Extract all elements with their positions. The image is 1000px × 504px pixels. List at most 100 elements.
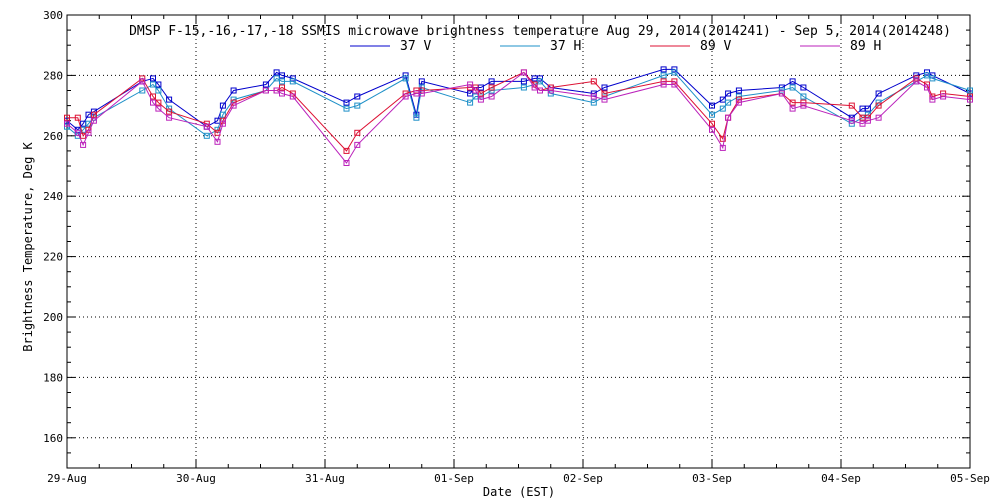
data-point-89-v: [660, 78, 667, 85]
data-point-89-h: [537, 87, 543, 94]
data-point-37-h: [203, 132, 210, 139]
data-point-37-v: [800, 84, 807, 91]
data-point-89-v: [150, 93, 156, 100]
data-point-89-h: [90, 117, 97, 124]
data-point-89-h: [875, 114, 882, 121]
data-point-89-v: [166, 108, 173, 115]
data-point-89-h: [477, 96, 484, 103]
data-point-89-h: [230, 102, 237, 109]
data-point-89-h: [725, 114, 732, 121]
data-point-89-h: [800, 102, 807, 109]
y-tick-label: 200: [43, 311, 63, 324]
data-point-89-v: [601, 90, 608, 97]
data-point-89-h: [848, 117, 855, 124]
data-point-37-h: [671, 69, 678, 76]
data-point-89-h: [967, 96, 973, 103]
data-point-37-v: [709, 102, 715, 109]
data-point-89-h: [472, 87, 479, 94]
data-point-89-h: [789, 105, 796, 112]
data-point-89-h: [929, 96, 936, 103]
data-point-37-v: [262, 81, 269, 88]
legend: 37 V 37 H 89 V 89 H: [350, 39, 881, 54]
x-tick-label: 29-Aug: [47, 472, 87, 485]
data-point-89-h: [488, 93, 495, 100]
series-37-h: [64, 69, 973, 139]
data-point-37-v: [864, 105, 871, 112]
data-point-37-v: [166, 96, 173, 103]
data-point-89-h: [214, 138, 221, 145]
data-point-37-h: [590, 99, 597, 106]
data-point-89-h: [166, 114, 173, 121]
data-point-89-h: [660, 81, 667, 88]
data-point-89-v: [343, 147, 350, 154]
legend-label-37-v: 37 V: [400, 39, 431, 54]
data-point-37-h: [343, 105, 350, 112]
legend-label-37-h: 37 H: [550, 39, 581, 54]
data-point-37-h: [735, 93, 742, 100]
data-point-89-h: [139, 78, 146, 85]
y-tick-label: 180: [43, 371, 63, 384]
data-point-89-h: [467, 81, 474, 88]
data-point-89-v: [875, 102, 882, 109]
y-axis-label: Brightness Temperature, Deg K: [21, 141, 35, 351]
x-axis-label: Date (EST): [483, 485, 555, 499]
data-point-37-h: [719, 105, 726, 112]
data-point-89-v: [488, 84, 495, 91]
y-tick-label: 260: [43, 130, 63, 143]
data-point-89-h: [203, 123, 210, 130]
axis-ticks: 160 180 200 220 240 260 280 300 29-Aug 30-Aug 31-A…: [43, 9, 990, 485]
data-point-89-v: [590, 78, 597, 85]
data-point-89-h: [219, 120, 226, 127]
data-point-37-v: [343, 99, 350, 106]
data-point-89-h: [864, 117, 871, 124]
data-point-37-v: [789, 78, 796, 85]
data-point-89-h: [150, 99, 156, 106]
series-line-89-v: [67, 71, 971, 152]
data-point-89-h: [418, 90, 425, 97]
data-point-37-h: [800, 93, 807, 100]
data-point-89-v: [354, 129, 361, 136]
data-point-37-h: [660, 72, 667, 79]
data-point-89-h: [709, 126, 715, 133]
data-point-37-h: [537, 78, 543, 85]
data-point-37-v: [735, 87, 742, 94]
series-89-h: [64, 69, 973, 166]
data-point-89-v: [719, 135, 726, 142]
y-tick-label: 220: [43, 251, 63, 264]
plot-frame: [66, 14, 971, 469]
y-tick-label: 160: [43, 432, 63, 445]
data-point-89-h: [289, 93, 296, 100]
data-point-89-h: [343, 160, 350, 166]
series-line-37-v: [66, 68, 971, 131]
data-point-89-h: [64, 120, 70, 127]
chart-title: DMSP F-15,-16,-17,-18 SSMIS microwave br…: [129, 24, 951, 39]
data-point-89-h: [735, 99, 742, 106]
x-tick-label: 04-Sep: [821, 472, 861, 485]
data-point-37-h: [520, 84, 527, 91]
data-point-37-h: [402, 75, 409, 82]
x-tick-label: 05-Sep: [950, 472, 990, 485]
x-tick-label: 02-Sep: [563, 472, 603, 485]
data-point-89-h: [520, 69, 527, 76]
data-point-89-h: [590, 93, 597, 100]
data-point-89-h: [601, 96, 608, 103]
x-tick-label: 30-Aug: [176, 472, 216, 485]
data-point-37-v: [725, 90, 732, 97]
series-group: [64, 66, 973, 166]
series-line-89-h: [66, 71, 971, 164]
data-point-37-v: [488, 78, 495, 85]
data-point-37-v: [354, 93, 361, 100]
legend-label-89-v: 89 V: [700, 39, 731, 54]
data-point-37-v: [418, 78, 425, 85]
data-point-89-h: [719, 144, 726, 151]
data-point-37-h: [789, 84, 796, 91]
data-point-89-h: [671, 81, 678, 88]
data-point-89-h: [74, 129, 81, 136]
data-point-37-v: [219, 102, 226, 109]
data-point-37-h: [725, 99, 732, 106]
y-tick-label: 240: [43, 190, 63, 203]
data-point-37-h: [219, 111, 226, 118]
data-point-89-v: [848, 102, 855, 109]
